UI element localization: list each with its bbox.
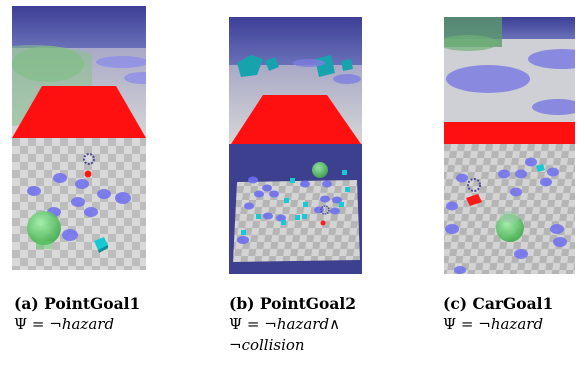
caption-formula: Ψ = ¬hazard <box>14 314 140 335</box>
formula-term: hazard <box>276 315 330 333</box>
formula-term: hazard <box>61 315 115 333</box>
caption-formula: Ψ = ¬hazard <box>443 314 553 335</box>
formula-prefix: Ψ = ¬ <box>14 315 62 333</box>
formula-prefix: Ψ = ¬ <box>443 315 491 333</box>
panel-c-top-down-view <box>444 144 575 274</box>
caption-a: (a) PointGoal1 Ψ = ¬hazard <box>14 293 140 335</box>
formula-term: hazard <box>490 315 544 333</box>
caption-title: (c) CarGoal1 <box>443 294 554 313</box>
caption-title: (a) PointGoal1 <box>14 294 141 313</box>
formula-conjunction: ∧ <box>329 315 341 333</box>
panel-c-first-person-view <box>444 17 575 144</box>
caption-c: (c) CarGoal1 Ψ = ¬hazard <box>443 293 553 335</box>
panel-a-first-person-view <box>12 6 146 138</box>
panel-b-first-person-view <box>229 17 362 144</box>
caption-title: (b) PointGoal2 <box>229 294 357 313</box>
caption-formula-line2: ¬collision <box>229 335 356 356</box>
caption-b: (b) PointGoal2 Ψ = ¬hazard∧ ¬collision <box>229 293 356 356</box>
formula-prefix2: ¬ <box>229 336 242 354</box>
panel-a-top-down-view <box>12 138 146 270</box>
formula-prefix: Ψ = ¬ <box>229 315 277 333</box>
formula-term2: collision <box>241 336 305 354</box>
panel-b-top-down-view <box>229 144 362 274</box>
caption-formula: Ψ = ¬hazard∧ <box>229 314 356 335</box>
